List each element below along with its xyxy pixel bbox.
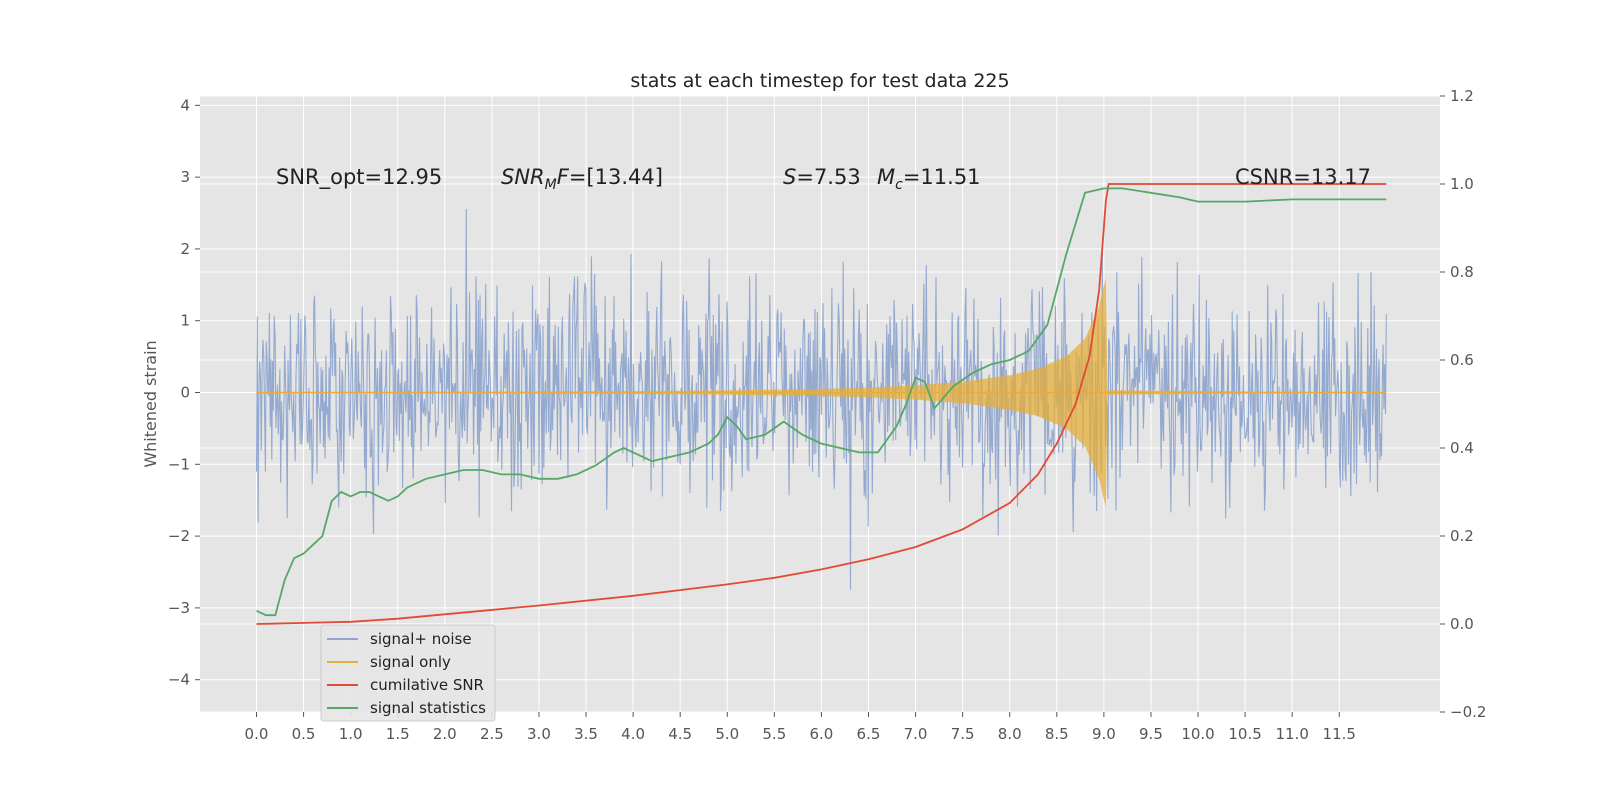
y-tick-label: −4 <box>168 671 190 689</box>
x-tick-label: 9.0 <box>1092 725 1116 743</box>
y-right-tick-label: 0.4 <box>1450 439 1474 457</box>
mc-subscript: c <box>895 177 903 193</box>
y-right-tick-label: 1.2 <box>1450 87 1474 105</box>
legend: signal+ noise signal only cumilative SNR… <box>320 624 496 722</box>
s-symbol: S <box>783 165 796 189</box>
signal-statistics-line <box>256 187 1387 617</box>
snr-mf-subscript: M <box>545 177 557 193</box>
chart-title: stats at each timestep for test data 225 <box>630 70 1009 92</box>
x-tick-label: 11.5 <box>1323 725 1356 743</box>
y-tick-label: 4 <box>180 96 190 114</box>
x-tick-label: 0.0 <box>245 725 269 743</box>
mc-symbol: M <box>877 165 895 189</box>
y-tick-label: 3 <box>180 168 190 186</box>
mc-value: =11.51 <box>903 165 981 189</box>
x-tick-label: 10.0 <box>1181 725 1214 743</box>
legend-label-signal-statistics: signal statistics <box>370 699 486 717</box>
x-tick-label: 2.5 <box>480 725 504 743</box>
snr-mf-f: F <box>557 165 570 189</box>
annotation-snr-opt: SNR_opt=12.95 <box>276 165 442 190</box>
legend-label-cumulative-snr: cumilative SNR <box>370 676 484 694</box>
x-tick-label: 6.0 <box>809 725 833 743</box>
s-value: =7.53 <box>796 165 860 189</box>
annotation-snr-mf: SNRMF=[13.44] <box>501 165 663 193</box>
legend-label-signal-only: signal only <box>370 653 451 671</box>
x-tick-label: 9.5 <box>1139 725 1163 743</box>
x-tick-label: 8.5 <box>1045 725 1069 743</box>
x-tick-label: 2.0 <box>433 725 457 743</box>
y-axis-left: 4 3 2 1 0 −1 −2 −3 −4 <box>168 96 200 689</box>
y-tick-label: −1 <box>168 455 190 473</box>
x-tick-label: 11.0 <box>1275 725 1308 743</box>
x-tick-label: 3.5 <box>574 725 598 743</box>
y-tick-label: 1 <box>180 312 190 330</box>
x-tick-label: 3.0 <box>527 725 551 743</box>
x-tick-label: 5.0 <box>715 725 739 743</box>
x-tick-label: 5.5 <box>762 725 786 743</box>
y-tick-label: −2 <box>168 527 190 545</box>
x-axis: 0.0 0.5 1.0 1.5 2.0 2.5 3.0 3.5 4.0 4.5 5.0 5.5 6.0 6… <box>245 712 1356 743</box>
y-axis-right: 1.2 1.0 0.8 0.6 0.4 0.2 0.0 −0.2 <box>1440 87 1486 721</box>
x-tick-label: 6.5 <box>857 725 881 743</box>
x-tick-label: 10.5 <box>1228 725 1261 743</box>
annotation-csnr: CSNR=13.17 <box>1235 165 1371 189</box>
y-tick-label: 2 <box>180 240 190 258</box>
signal-noise-line <box>255 209 1387 590</box>
y-axis-label: Whitened strain <box>141 340 160 467</box>
x-tick-label: 4.5 <box>668 725 692 743</box>
x-tick-label: 4.0 <box>621 725 645 743</box>
y-right-tick-label: −0.2 <box>1450 703 1486 721</box>
y-right-tick-label: 1.0 <box>1450 175 1474 193</box>
right-axis-series <box>256 183 1387 625</box>
legend-label-signal-noise: signal+ noise <box>370 630 472 648</box>
y-right-tick-label: 0.2 <box>1450 527 1474 545</box>
x-tick-label: 1.0 <box>339 725 363 743</box>
snr-mf-value: =[13.44] <box>569 165 663 189</box>
y-right-tick-label: 0.6 <box>1450 351 1474 369</box>
noise-series <box>255 209 1387 590</box>
x-tick-label: 0.5 <box>292 725 316 743</box>
cumulative-snr-line <box>256 183 1387 625</box>
annotations: SNR_opt=12.95 SNRMF=[13.44] S=7.53 Mc=11… <box>276 165 1371 193</box>
annotation-s: S=7.53 <box>783 165 861 189</box>
chirp-series <box>256 277 1387 508</box>
x-tick-label: 7.0 <box>904 725 928 743</box>
y-right-tick-label: 0.8 <box>1450 263 1474 281</box>
annotation-mc: Mc=11.51 <box>877 165 981 193</box>
y-right-tick-label: 0.0 <box>1450 615 1474 633</box>
x-tick-label: 7.5 <box>951 725 975 743</box>
x-tick-label: 8.0 <box>998 725 1022 743</box>
x-tick-label: 1.5 <box>386 725 410 743</box>
y-tick-label: 0 <box>180 384 190 402</box>
y-tick-label: −3 <box>168 599 190 617</box>
legend-box <box>320 624 496 722</box>
snr-mf-symbol: SNR <box>501 165 545 189</box>
